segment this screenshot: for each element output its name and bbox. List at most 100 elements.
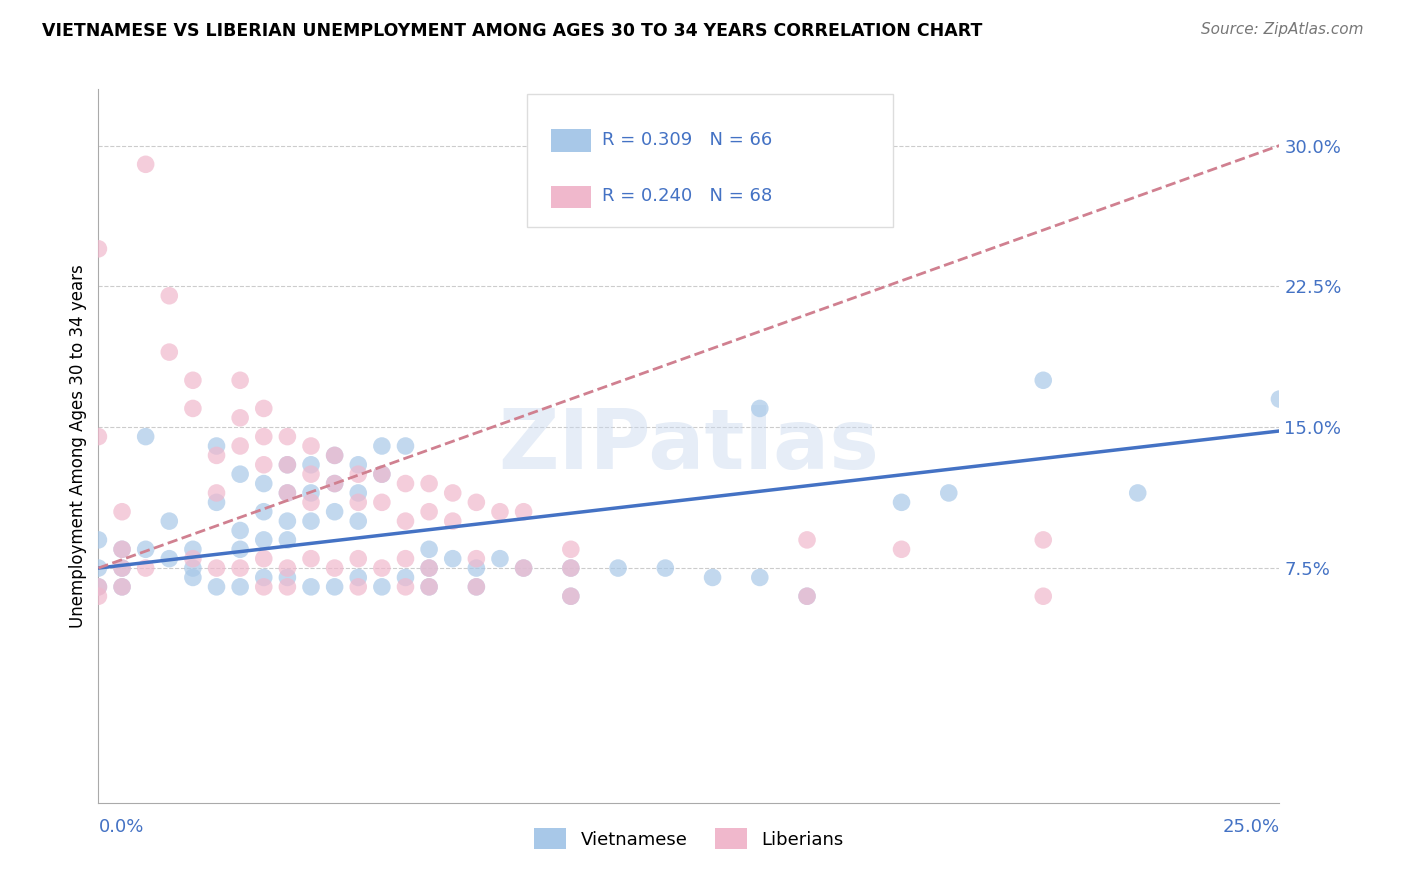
Point (299, 580, 322, 594)
Point (347, 486, 370, 500)
Point (87, 429, 110, 443)
Point (394, 476, 416, 491)
Point (1126, 486, 1149, 500)
Point (276, 580, 298, 594)
Point (796, 589, 818, 603)
Text: ZIPatlas: ZIPatlas (499, 406, 879, 486)
Point (465, 580, 488, 594)
Point (465, 495, 488, 509)
Point (253, 429, 276, 443)
Point (181, 373, 204, 387)
Point (157, 289, 180, 303)
Point (276, 486, 298, 500)
Point (229, 439, 252, 453)
Point (299, 514, 322, 528)
Point (748, 570, 770, 584)
Point (157, 345, 180, 359)
Point (394, 570, 416, 584)
Text: 0.0%: 0.0% (98, 818, 143, 836)
Point (465, 561, 488, 575)
Point (560, 561, 582, 575)
Point (253, 580, 276, 594)
Point (253, 570, 276, 584)
Point (441, 514, 464, 528)
Point (135, 561, 157, 575)
Point (371, 495, 394, 509)
Point (253, 551, 276, 566)
Point (111, 542, 134, 557)
Point (371, 439, 394, 453)
Point (938, 486, 960, 500)
Point (323, 449, 346, 463)
Point (299, 458, 322, 472)
Point (394, 514, 416, 528)
Point (135, 157, 157, 171)
Point (418, 580, 440, 594)
Point (371, 467, 394, 482)
Point (323, 580, 346, 594)
Point (111, 580, 134, 594)
Point (748, 401, 770, 416)
Point (489, 505, 512, 519)
Point (87, 533, 110, 547)
Point (181, 401, 204, 416)
Point (111, 542, 134, 557)
Point (87, 580, 110, 594)
Point (347, 570, 370, 584)
Point (441, 551, 464, 566)
Point (560, 589, 582, 603)
Point (111, 561, 134, 575)
Point (560, 589, 582, 603)
Point (181, 542, 204, 557)
Point (347, 580, 370, 594)
Point (1032, 589, 1054, 603)
Point (489, 551, 512, 566)
Point (299, 439, 322, 453)
Point (276, 514, 298, 528)
Point (205, 580, 228, 594)
Point (465, 551, 488, 566)
Point (371, 580, 394, 594)
Point (157, 514, 180, 528)
Point (111, 505, 134, 519)
Point (276, 458, 298, 472)
Point (87, 242, 110, 256)
Point (229, 542, 252, 557)
Point (323, 561, 346, 575)
Point (347, 514, 370, 528)
Point (371, 467, 394, 482)
Point (229, 373, 252, 387)
Point (323, 449, 346, 463)
Point (205, 439, 228, 453)
Text: 25.0%: 25.0% (1222, 818, 1279, 836)
Point (229, 467, 252, 482)
Point (323, 476, 346, 491)
Point (323, 505, 346, 519)
Point (1032, 373, 1054, 387)
Text: R = 0.309   N = 66: R = 0.309 N = 66 (602, 131, 772, 149)
Point (560, 542, 582, 557)
Point (205, 495, 228, 509)
Point (1268, 392, 1291, 406)
Point (796, 533, 818, 547)
Point (890, 542, 912, 557)
Point (87, 561, 110, 575)
Point (347, 495, 370, 509)
Point (418, 561, 440, 575)
Point (560, 561, 582, 575)
Point (796, 589, 818, 603)
Point (299, 495, 322, 509)
Point (181, 570, 204, 584)
Point (276, 458, 298, 472)
Point (253, 458, 276, 472)
Point (418, 580, 440, 594)
Point (276, 533, 298, 547)
Point (512, 561, 534, 575)
Point (229, 580, 252, 594)
Point (418, 542, 440, 557)
Point (157, 551, 180, 566)
Point (276, 486, 298, 500)
Point (465, 580, 488, 594)
Point (299, 551, 322, 566)
Point (276, 570, 298, 584)
